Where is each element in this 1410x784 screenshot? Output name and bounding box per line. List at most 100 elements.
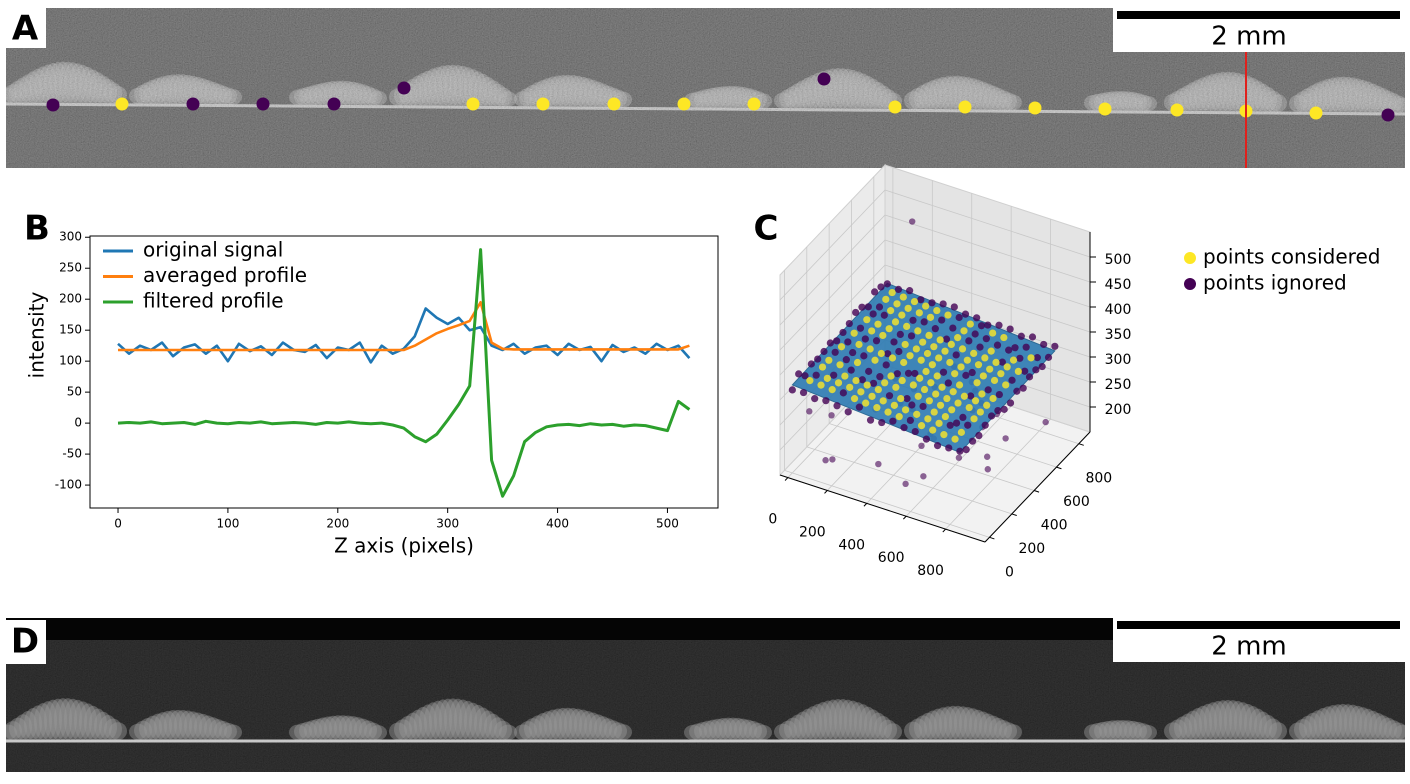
tissue-blob — [569, 708, 587, 740]
tissue-blob — [209, 719, 227, 740]
surface-point — [893, 300, 901, 308]
y-tick-label: 400 — [1041, 518, 1068, 534]
surface-point — [922, 302, 930, 310]
tissue-blob — [74, 701, 92, 740]
line-chart: 0 100 200 300 400 500 -100 -50 0 50 100 150 200 250 30… — [25, 230, 719, 558]
surface-point — [900, 358, 908, 367]
tissue-blob — [1214, 700, 1232, 740]
grid-line — [779, 189, 886, 301]
surface-point — [115, 97, 129, 111]
surface-point — [1002, 381, 1010, 389]
surface-point — [894, 285, 903, 293]
tissue-blob — [1394, 724, 1405, 740]
tissue-blob — [484, 713, 502, 740]
surface-point — [978, 390, 986, 398]
tissue-blob — [344, 716, 362, 741]
surface-point — [906, 416, 914, 425]
surface-point — [1022, 343, 1030, 351]
x-tick — [902, 515, 907, 520]
z-tick-label: 300 — [1105, 352, 1132, 368]
legend-label: filtered profile — [143, 289, 284, 313]
surface-point — [852, 376, 860, 385]
outlier-point — [829, 456, 836, 463]
tissue-blob — [39, 701, 57, 741]
tissue-blob — [429, 700, 447, 740]
surface-point — [904, 304, 912, 312]
grid-line — [905, 405, 1012, 517]
legend-marker — [1184, 252, 1196, 264]
surface-point — [1019, 384, 1027, 392]
tissue-blob — [564, 707, 582, 741]
outlier-point — [822, 457, 829, 464]
tissue-blob — [1339, 704, 1357, 740]
tissue-blob — [534, 713, 552, 740]
tissue-blob — [359, 720, 377, 740]
surface-point — [863, 316, 871, 324]
surface-point — [817, 72, 831, 86]
surface-point — [1013, 387, 1021, 395]
surface-point — [845, 319, 853, 328]
tissue-blob — [1224, 700, 1242, 740]
surface-point — [876, 373, 884, 381]
tissue-blob — [959, 707, 977, 740]
z-tick-label: 450 — [1105, 277, 1132, 293]
tissue-blob — [544, 709, 562, 740]
tissue-blob — [794, 711, 812, 740]
surface-point — [994, 406, 1002, 415]
tissue-blob — [1104, 720, 1122, 740]
tissue-blob — [989, 717, 1007, 740]
surface-point — [976, 343, 984, 351]
tissue-blob — [1389, 722, 1405, 740]
tissue-blob — [694, 722, 712, 741]
tissue-blob — [364, 722, 382, 741]
tissue-blob — [94, 711, 112, 740]
tissue-blob — [459, 700, 477, 740]
y-tick-label: 50 — [67, 385, 82, 399]
surface-point — [811, 395, 819, 403]
tissue-blob — [34, 703, 52, 740]
surface-point — [986, 365, 994, 373]
tissue-blob — [1129, 721, 1147, 741]
surface-point — [1040, 340, 1048, 349]
surface-point — [807, 360, 815, 368]
surface-point — [938, 383, 946, 391]
tissue-blob — [444, 698, 462, 740]
surface-point — [895, 347, 903, 356]
surface-point — [818, 363, 827, 371]
surface-point — [927, 379, 935, 387]
surface-point — [1098, 102, 1112, 116]
surface-point — [841, 372, 849, 380]
tissue-blob — [59, 698, 77, 741]
surface-point — [256, 97, 270, 111]
tissue-blob — [189, 712, 207, 740]
surface-point — [947, 340, 955, 348]
surface-point — [839, 389, 847, 397]
surface-point — [958, 100, 972, 114]
surface-point — [931, 325, 939, 333]
tissue-blob — [719, 717, 737, 740]
outlier-point — [955, 454, 963, 461]
tissue-blob — [599, 718, 617, 740]
tissue-blob — [14, 714, 32, 740]
tissue-blob — [144, 715, 162, 740]
surface-point — [814, 355, 822, 363]
tissue-blob — [1249, 708, 1267, 740]
x-tick — [824, 490, 828, 494]
surface-point — [1051, 342, 1059, 350]
surface-point — [877, 283, 885, 291]
y-tick-label: 200 — [1018, 541, 1045, 557]
surface-point — [975, 431, 983, 440]
tissue-blob — [1349, 705, 1367, 740]
tissue-blob — [1099, 721, 1117, 740]
surface-point — [1170, 103, 1184, 117]
surface-point — [806, 377, 814, 385]
tissue-blob — [204, 717, 222, 740]
surface-point — [817, 381, 825, 389]
legend-label: points considered — [1203, 245, 1380, 269]
surface-point — [949, 324, 957, 332]
surface-point — [1008, 376, 1016, 384]
tissue-blob — [324, 715, 342, 740]
scale-bar-label: 2 mm — [1211, 22, 1286, 52]
tissue-blob — [1199, 703, 1217, 740]
x-tick-label: 200 — [799, 524, 826, 540]
